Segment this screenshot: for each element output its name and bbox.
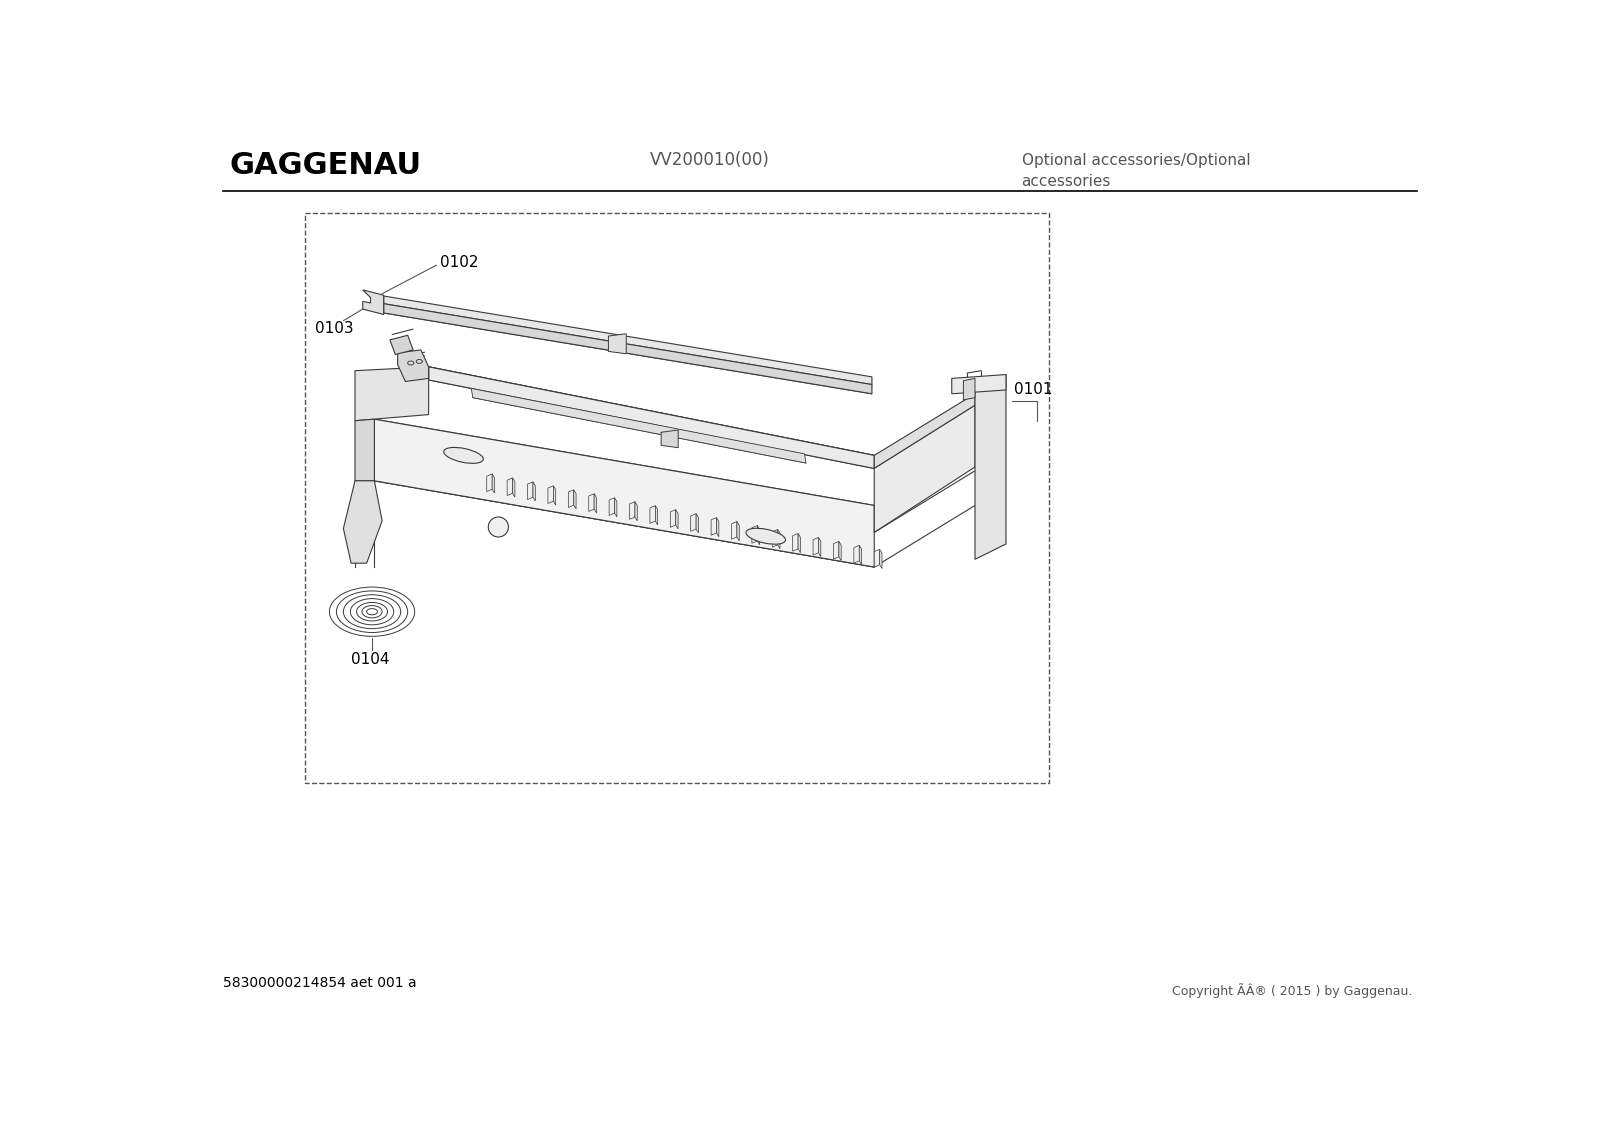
Polygon shape	[594, 494, 597, 513]
Polygon shape	[696, 514, 699, 533]
Polygon shape	[675, 509, 678, 529]
Polygon shape	[486, 474, 493, 491]
Polygon shape	[963, 378, 974, 400]
Text: 0101: 0101	[1014, 383, 1053, 397]
Polygon shape	[568, 490, 574, 507]
Text: 58300000214854 aet 001 a: 58300000214854 aet 001 a	[224, 976, 418, 989]
Ellipse shape	[443, 447, 483, 463]
Polygon shape	[661, 430, 678, 447]
Polygon shape	[738, 522, 739, 541]
Polygon shape	[813, 538, 819, 555]
Ellipse shape	[416, 360, 422, 363]
Polygon shape	[614, 498, 618, 517]
Polygon shape	[874, 405, 974, 532]
Text: Copyright ÃÂ® ( 2015 ) by Gaggenau.: Copyright ÃÂ® ( 2015 ) by Gaggenau.	[1173, 983, 1413, 998]
Polygon shape	[512, 478, 515, 497]
Polygon shape	[547, 486, 554, 504]
Polygon shape	[344, 481, 382, 564]
Polygon shape	[656, 506, 658, 525]
Polygon shape	[472, 388, 806, 463]
Text: 0104: 0104	[350, 652, 390, 667]
Polygon shape	[691, 514, 696, 531]
Polygon shape	[374, 419, 874, 567]
Polygon shape	[528, 482, 533, 499]
Polygon shape	[792, 533, 798, 551]
Polygon shape	[854, 546, 859, 563]
Text: GAGGENAU: GAGGENAU	[229, 151, 421, 180]
Polygon shape	[355, 367, 429, 421]
Polygon shape	[731, 522, 738, 539]
Polygon shape	[574, 490, 576, 509]
Text: Optional accessories/Optional
accessories: Optional accessories/Optional accessorie…	[1021, 153, 1250, 189]
Polygon shape	[819, 538, 821, 557]
Polygon shape	[778, 530, 781, 549]
Polygon shape	[398, 350, 429, 381]
Polygon shape	[384, 303, 872, 394]
Ellipse shape	[408, 361, 414, 365]
Polygon shape	[838, 541, 842, 560]
Polygon shape	[554, 486, 555, 505]
Polygon shape	[635, 501, 637, 521]
Polygon shape	[629, 501, 635, 520]
Polygon shape	[880, 549, 882, 568]
Polygon shape	[952, 375, 1006, 394]
Polygon shape	[874, 394, 974, 469]
Polygon shape	[717, 517, 718, 537]
Polygon shape	[859, 546, 862, 565]
Polygon shape	[752, 525, 757, 543]
Polygon shape	[589, 494, 594, 512]
Text: 0103: 0103	[315, 320, 354, 336]
Polygon shape	[507, 478, 512, 496]
Text: VV200010(00): VV200010(00)	[650, 152, 770, 170]
Polygon shape	[650, 506, 656, 523]
Bar	[304, 213, 1048, 782]
Polygon shape	[798, 533, 800, 552]
Text: 0102: 0102	[440, 256, 478, 271]
Polygon shape	[773, 530, 778, 547]
Polygon shape	[710, 517, 717, 535]
Polygon shape	[355, 419, 374, 481]
Polygon shape	[834, 541, 838, 559]
Polygon shape	[429, 367, 874, 469]
Polygon shape	[974, 375, 1006, 559]
Polygon shape	[874, 549, 880, 567]
Polygon shape	[363, 290, 384, 315]
Polygon shape	[610, 498, 614, 515]
Polygon shape	[533, 482, 536, 501]
Polygon shape	[608, 334, 626, 353]
Polygon shape	[670, 509, 675, 528]
Polygon shape	[390, 335, 413, 354]
Polygon shape	[384, 295, 872, 385]
Ellipse shape	[746, 529, 786, 544]
Polygon shape	[757, 525, 760, 544]
Polygon shape	[493, 474, 494, 494]
Circle shape	[488, 517, 509, 537]
